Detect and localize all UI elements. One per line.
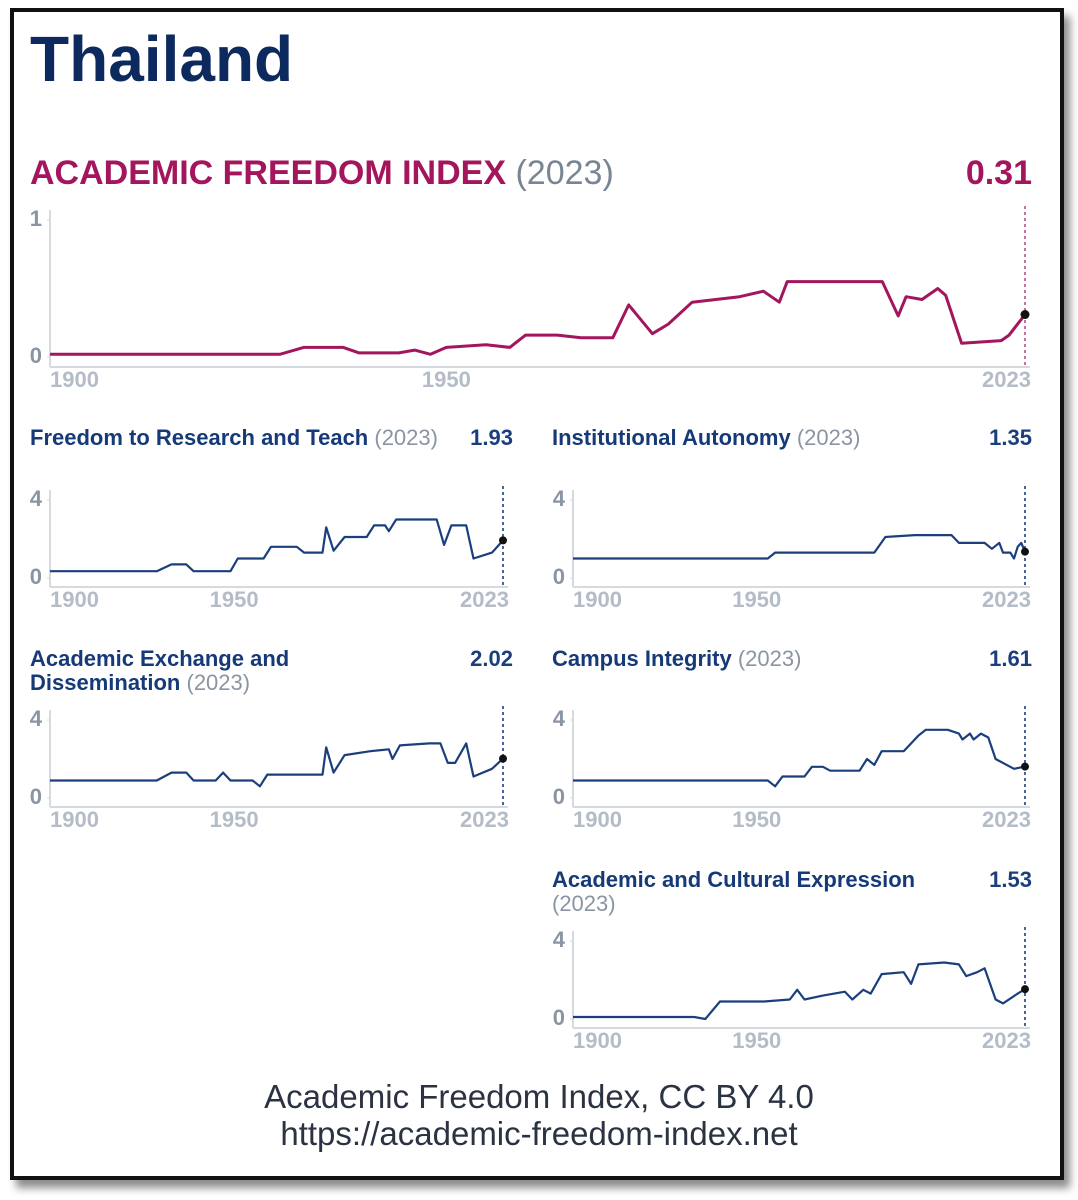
y-tick-label: 0 — [553, 784, 565, 809]
x-tick-label: 1950 — [422, 367, 471, 392]
title-text: Academic Exchange and Dissemination — [30, 646, 290, 695]
chart-title: Academic Exchange and Dissemination (202… — [30, 647, 440, 695]
y-tick-label: 0 — [553, 564, 565, 589]
x-tick-label: 2023 — [982, 367, 1031, 392]
latest-point — [1021, 985, 1029, 994]
title-year: (2023) — [552, 891, 616, 916]
latest-value: 1.93 — [470, 425, 513, 450]
x-tick-label: 2023 — [982, 1028, 1031, 1053]
y-tick-label: 0 — [30, 564, 42, 589]
y-tick-label: 0 — [30, 343, 42, 368]
x-tick-label: 1900 — [50, 367, 99, 392]
y-tick-label: 4 — [553, 486, 566, 511]
data-line — [573, 728, 1026, 788]
chart-title: Campus Integrity (2023) — [552, 647, 962, 671]
latest-value: 1.53 — [989, 867, 1032, 892]
x-tick-label: 1950 — [732, 587, 781, 612]
latest-point — [1021, 547, 1029, 556]
latest-point — [499, 536, 507, 545]
data-line — [573, 534, 1027, 560]
latest-point — [1020, 310, 1030, 320]
latest-value: 1.35 — [989, 425, 1032, 450]
y-tick-label: 4 — [30, 486, 43, 511]
x-tick-label: 2023 — [982, 587, 1031, 612]
frame — [10, 8, 1064, 1180]
x-tick-label: 2023 — [460, 807, 509, 832]
title-year: (2023) — [796, 425, 861, 450]
x-tick-label: 1900 — [50, 587, 99, 612]
data-line — [573, 961, 1026, 1021]
y-tick-label: 4 — [553, 927, 566, 952]
x-tick-label: 1950 — [732, 807, 781, 832]
title-text: Institutional Autonomy — [552, 425, 791, 450]
title-text: Campus Integrity — [552, 646, 732, 671]
y-tick-label: 0 — [553, 1005, 565, 1030]
y-tick-label: 4 — [30, 706, 43, 731]
x-tick-label: 1900 — [573, 1028, 622, 1053]
y-tick-label: 1 — [30, 206, 42, 231]
chart-title: Freedom to Research and Teach (2023) — [30, 426, 440, 450]
page-title: Thailand — [30, 23, 294, 95]
y-tick-label: 0 — [30, 784, 42, 809]
latest-value: 2.02 — [470, 646, 513, 671]
chart-title: Institutional Autonomy (2023) — [552, 426, 962, 450]
latest-value: 1.61 — [989, 646, 1032, 671]
title-text: ACADEMIC FREEDOM INDEX — [30, 154, 507, 192]
title-year: (2023) — [737, 646, 802, 671]
data-line — [50, 742, 504, 788]
x-tick-label: 2023 — [982, 807, 1031, 832]
x-tick-label: 1900 — [573, 587, 622, 612]
chart-title: ACADEMIC FREEDOM INDEX (2023) — [30, 154, 614, 193]
title-text: Academic and Cultural Expression — [552, 867, 916, 892]
footer-url: https://academic-freedom-index.net — [280, 1115, 798, 1152]
title-text: Freedom to Research and Teach — [30, 425, 369, 450]
title-year: (2023) — [515, 154, 614, 192]
x-tick-label: 1900 — [50, 807, 99, 832]
x-tick-label: 1950 — [210, 587, 259, 612]
data-line — [50, 280, 1027, 356]
x-tick-label: 1900 — [573, 807, 622, 832]
x-tick-label: 1950 — [732, 1028, 781, 1053]
y-tick-label: 4 — [553, 706, 566, 731]
data-line — [50, 518, 504, 573]
latest-point — [499, 754, 507, 763]
latest-value: 0.31 — [965, 154, 1032, 192]
title-year: (2023) — [374, 425, 438, 450]
footer-source: Academic Freedom Index, CC BY 4.0 — [264, 1078, 814, 1115]
title-year: (2023) — [186, 670, 251, 695]
x-tick-label: 1950 — [210, 807, 259, 832]
x-tick-label: 2023 — [460, 587, 509, 612]
chart-title: Academic and Cultural Expression (2023) — [552, 868, 962, 916]
latest-point — [1021, 762, 1029, 771]
